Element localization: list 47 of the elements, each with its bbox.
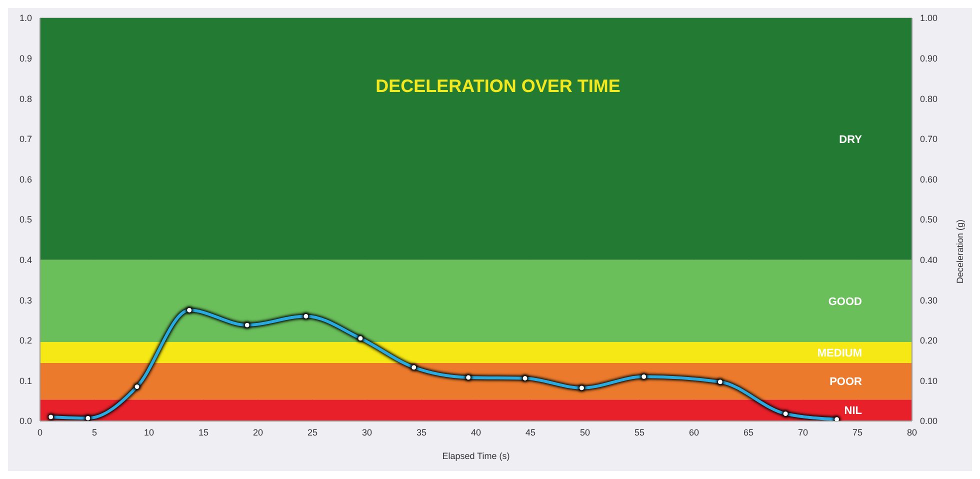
x-tick-label: 55 <box>634 427 645 438</box>
y2-tick-label: 0.70 <box>920 134 938 144</box>
x-tick-label: 0 <box>37 427 43 438</box>
x-axis-title: Elapsed Time (s) <box>442 451 510 461</box>
x-tick-label: 15 <box>198 427 209 438</box>
y2-tick-label: 0.50 <box>920 214 938 225</box>
x-tick-label: 30 <box>362 427 372 438</box>
y2-tick-label: 0.40 <box>920 254 938 265</box>
x-tick-label: 40 <box>470 427 482 438</box>
x-tick-label: 25 <box>307 427 318 438</box>
y2-tick-label: 1.00 <box>920 13 938 24</box>
x-tick-label: 70 <box>798 427 808 438</box>
band-label: NIL <box>844 405 862 418</box>
y-tick-label: 0.9 <box>19 53 32 64</box>
y2-tick-label: 0.80 <box>920 94 938 104</box>
band-label: DRY <box>839 134 863 146</box>
text: DECELERATION OVER TIME <box>376 76 620 96</box>
y2-tick-label: 0.30 <box>920 295 938 306</box>
y-tick-label: 0.7 <box>19 134 32 144</box>
x-tick-label: 20 <box>252 427 264 438</box>
y2-axis-title: Deceleration (g) <box>955 220 966 284</box>
x-tick-label: 5 <box>92 427 98 438</box>
band-label: MEDIUM <box>817 347 862 360</box>
x-tick-label: 35 <box>416 427 427 438</box>
x-tick-label: 65 <box>743 427 754 438</box>
x-tick-label: 60 <box>688 427 700 438</box>
band-label: POOR <box>830 376 862 388</box>
y-tick-label: 0.6 <box>19 174 32 184</box>
y-tick-label: 0.5 <box>19 214 32 225</box>
x-tick-label: 80 <box>906 427 918 438</box>
band-label: GOOD <box>828 296 862 308</box>
y-tick-label: 0.2 <box>19 336 32 346</box>
y-tick-label: 0.0 <box>19 416 32 426</box>
y-tick-label: 0.4 <box>19 254 32 265</box>
y2-tick-label: 0.60 <box>920 174 938 184</box>
y2-tick-label: 0.00 <box>920 416 938 426</box>
y-tick-label: 0.8 <box>19 94 32 104</box>
y-tick-label: 0.1 <box>19 376 32 386</box>
y2-tick-label: 0.10 <box>920 376 938 386</box>
x-tick-label: 50 <box>580 427 590 438</box>
y-tick-label: 1.0 <box>19 13 32 24</box>
y2-tick-label: 0.90 <box>920 53 938 64</box>
x-tick-label: 45 <box>525 427 536 438</box>
y2-tick-label: 0.20 <box>920 336 938 346</box>
x-tick-label: 10 <box>144 427 154 438</box>
y-tick-label: 0.3 <box>19 295 32 306</box>
x-tick-label: 75 <box>852 427 863 438</box>
